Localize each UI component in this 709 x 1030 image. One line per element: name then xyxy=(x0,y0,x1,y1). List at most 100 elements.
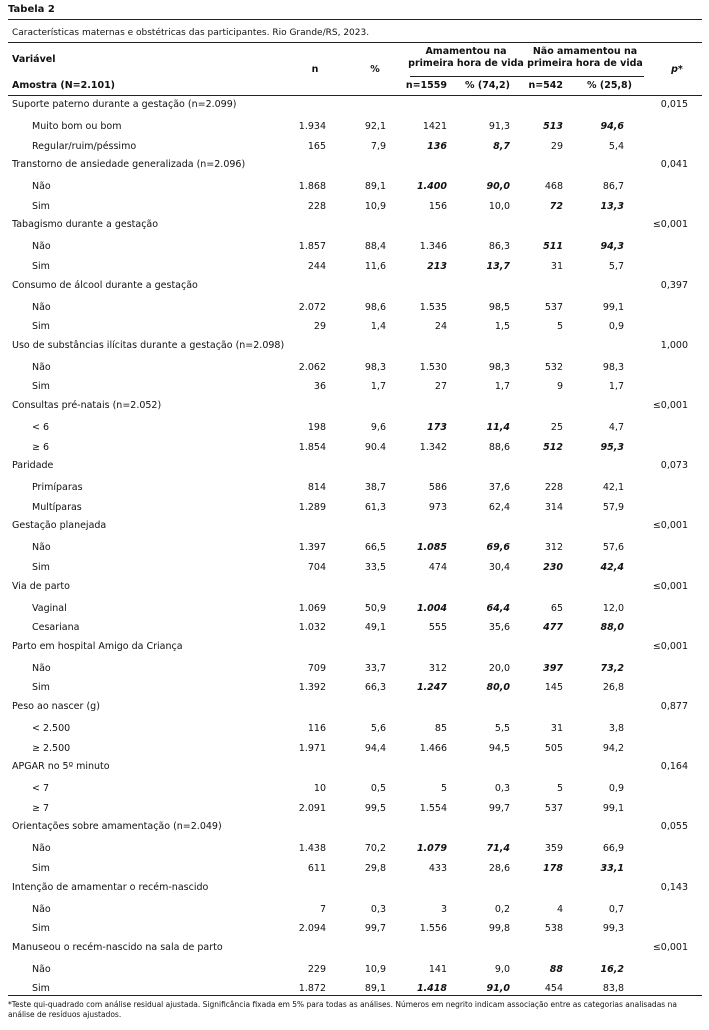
cell: 1.854 xyxy=(298,441,326,453)
row-label: ≥ 7 xyxy=(32,802,50,814)
footnote: *Teste qui-quadrado com análise residual… xyxy=(8,1000,677,1019)
cell: 1.342 xyxy=(419,441,447,453)
p-value: ≤0,001 xyxy=(652,580,688,592)
cell: 12,0 xyxy=(602,602,624,614)
cell: 1.247 xyxy=(416,682,447,694)
cell: 1.872 xyxy=(298,983,326,995)
cell: 33,5 xyxy=(364,562,386,573)
row-label: Não xyxy=(32,361,51,373)
group-label: APGAR no 5º minuto xyxy=(12,761,110,773)
column-header: n xyxy=(311,64,319,75)
cell: 178 xyxy=(543,863,563,874)
group-label: Consultas pré-natais (n=2.052) xyxy=(12,400,162,411)
cell: 5 xyxy=(556,783,563,795)
cell: 16,2 xyxy=(600,963,624,975)
cell: 31 xyxy=(550,723,563,734)
cell: 1.392 xyxy=(298,682,326,694)
cell: 85 xyxy=(434,723,447,734)
cell: 62,4 xyxy=(488,501,510,513)
row-label: Vaginal xyxy=(32,602,67,614)
cell: 1.535 xyxy=(419,301,447,313)
cell: 505 xyxy=(544,742,563,754)
cell: 89,1 xyxy=(364,181,386,193)
cell: 586 xyxy=(428,482,447,494)
row-label: Multíparas xyxy=(32,501,82,513)
cell: 90.4 xyxy=(364,441,386,453)
row-label: Sim xyxy=(32,923,50,935)
cell: 511 xyxy=(543,241,563,253)
cell: 1,7 xyxy=(370,381,386,393)
cell: 88,6 xyxy=(488,441,510,453)
cell: 1421 xyxy=(422,121,447,132)
group-label: Parto em hospital Amigo da Criança xyxy=(12,640,183,652)
cell: 312 xyxy=(428,662,447,674)
cell: 1,7 xyxy=(494,381,510,393)
cell: 33,7 xyxy=(364,662,386,674)
p-value: 0,397 xyxy=(660,279,688,291)
cell: 89,1 xyxy=(364,983,386,995)
cell: 66,9 xyxy=(602,843,624,855)
cell: 1,4 xyxy=(370,321,386,333)
column-header: % xyxy=(370,64,380,75)
cell: 4 xyxy=(556,903,563,915)
cell: 228 xyxy=(544,482,563,494)
group-label: Paridade xyxy=(12,460,54,472)
cell: 228 xyxy=(307,200,326,212)
group-label: Consumo de álcool durante a gestação xyxy=(12,279,198,291)
cell: 7,9 xyxy=(370,140,386,152)
cell: 13,3 xyxy=(600,200,624,212)
cell: 1.418 xyxy=(416,983,447,995)
cell: 537 xyxy=(544,802,563,814)
cell: 49,1 xyxy=(364,622,386,634)
row-label: Sim xyxy=(32,983,50,995)
row-label: Sim xyxy=(32,200,50,212)
cell: 5 xyxy=(556,321,563,333)
cell: 3 xyxy=(440,903,447,915)
cell: 10,9 xyxy=(364,963,386,975)
row-label: ≥ 2.500 xyxy=(32,742,71,754)
row-label: Regular/ruim/péssimo xyxy=(32,140,137,152)
cell: 1.554 xyxy=(419,802,447,814)
row-label: Sim xyxy=(32,682,50,694)
row-label: Não xyxy=(32,181,51,193)
cell: 9,0 xyxy=(494,963,510,975)
cell: 70,2 xyxy=(364,843,386,855)
cell: 1.032 xyxy=(298,622,326,634)
cell: 173 xyxy=(427,422,447,433)
cell: 88,4 xyxy=(364,241,386,253)
cell: 1.004 xyxy=(416,602,447,614)
cell: 1.466 xyxy=(419,742,447,754)
group-label: Tabagismo durante a gestação xyxy=(12,219,159,231)
cell: 86,7 xyxy=(602,181,624,193)
p-value: 0,015 xyxy=(660,99,688,110)
p-value: 0,041 xyxy=(660,159,688,171)
cell: 5,7 xyxy=(608,261,624,272)
cell: 814 xyxy=(307,482,326,494)
p-value: ≤0,001 xyxy=(652,219,688,231)
cell: 33,1 xyxy=(600,863,624,874)
cell: 1,7 xyxy=(608,381,624,393)
cell: 2.091 xyxy=(298,802,326,814)
p-value: 0,143 xyxy=(660,881,688,893)
cell: 0,9 xyxy=(608,783,624,795)
row-label: Sim xyxy=(32,321,50,333)
rule xyxy=(8,42,702,43)
row-label: Não xyxy=(32,843,51,855)
cell: 538 xyxy=(544,923,563,935)
cell: 29,8 xyxy=(364,863,386,874)
cell: 10,0 xyxy=(488,200,510,212)
cell: 28,6 xyxy=(488,863,510,874)
cell: 5,6 xyxy=(370,723,386,734)
cell: 198 xyxy=(307,422,326,433)
cell: 1.438 xyxy=(298,843,326,855)
row-label: Não xyxy=(32,241,51,253)
group-label: Transtorno de ansiedade generalizada (n=… xyxy=(12,159,246,171)
column-header: Variável xyxy=(12,54,56,65)
p-value: ≤0,001 xyxy=(652,400,688,411)
cell: 513 xyxy=(543,121,563,132)
cell: 20,0 xyxy=(488,662,510,674)
cell: 116 xyxy=(307,723,326,734)
cell: 26,8 xyxy=(602,682,624,694)
cell: 9 xyxy=(556,381,563,393)
row-label: Não xyxy=(32,542,51,554)
